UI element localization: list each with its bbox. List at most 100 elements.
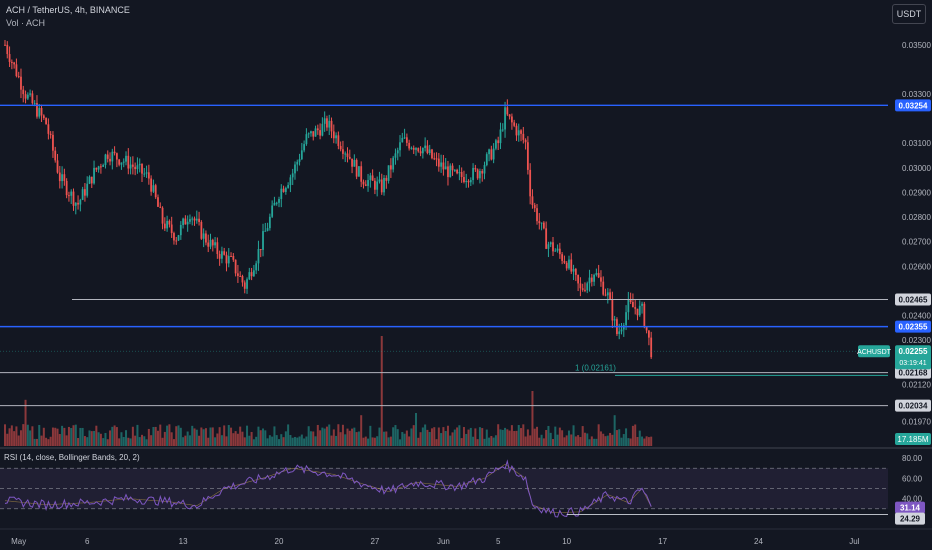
candle-body	[237, 273, 239, 276]
volume-bar	[255, 436, 258, 446]
candle-body	[250, 272, 253, 277]
rsi-value-tag	[895, 501, 925, 514]
volume-bar	[49, 436, 52, 446]
volume-bar	[396, 429, 399, 446]
candle-body	[383, 177, 385, 193]
candle-body	[179, 224, 182, 236]
candle-body	[166, 220, 169, 229]
candle-body	[56, 160, 59, 173]
candle-body	[426, 145, 429, 154]
volume-bar	[6, 433, 9, 446]
candle-body	[611, 299, 614, 321]
volume-bar	[490, 436, 493, 446]
candle-body	[193, 218, 196, 221]
candle-body	[442, 162, 445, 170]
candle-body	[556, 248, 559, 251]
volume-indicator-label[interactable]: Vol · ACH	[6, 18, 46, 28]
volume-bar	[8, 428, 11, 446]
candle-body	[419, 151, 422, 154]
volume-bar	[579, 437, 582, 446]
rsi-title: RSI (14, close, Bollinger Bands, 20, 2)	[4, 453, 140, 462]
candle-body	[234, 259, 237, 274]
candle-body	[147, 172, 150, 179]
candle-body	[609, 292, 611, 300]
candle-body	[421, 148, 424, 154]
candle-body	[136, 165, 139, 170]
volume-bar	[424, 424, 427, 446]
volume-bar	[540, 434, 543, 446]
volume-bar	[508, 430, 511, 446]
price-tick-label: 0.02400	[902, 312, 931, 321]
candle-body	[300, 150, 303, 160]
time-tick-label: 27	[370, 537, 379, 546]
volume-bar	[298, 436, 301, 446]
volume-bar	[499, 429, 502, 446]
volume-bar	[513, 431, 516, 446]
candle-body	[483, 165, 486, 174]
candle-body	[323, 118, 326, 124]
volume-bar	[547, 425, 550, 446]
volume-bar	[542, 438, 545, 446]
candle-body	[13, 62, 16, 65]
candle-body	[536, 208, 538, 222]
candle-body	[8, 54, 11, 62]
volume-bar	[344, 434, 347, 446]
volume-bar	[188, 435, 191, 446]
volume-bar	[371, 437, 374, 446]
candle-body	[593, 274, 595, 282]
rsi-tick-label: 60.00	[902, 474, 923, 483]
candle-body	[131, 164, 134, 167]
candle-body	[437, 158, 440, 167]
volume-bar	[346, 428, 349, 446]
volume-bar	[332, 429, 335, 446]
volume-bar	[481, 428, 484, 446]
candle-body	[61, 174, 63, 182]
candle-body	[298, 159, 301, 162]
candle-body	[15, 64, 18, 77]
volume-bar	[410, 428, 413, 446]
volume-bar	[70, 428, 73, 446]
volume-bar	[629, 438, 632, 446]
rsi-line[interactable]	[4, 459, 652, 518]
candle-body	[590, 277, 593, 282]
volume-bar	[280, 434, 283, 446]
volume-bar	[474, 428, 477, 446]
candle-body	[380, 179, 383, 193]
candle-body	[335, 135, 337, 139]
candle-body	[115, 153, 118, 160]
volume-bar	[300, 434, 303, 446]
candle-body	[513, 122, 516, 126]
volume-bar	[335, 435, 338, 446]
currency-button[interactable]: USDT	[892, 4, 926, 24]
volume-bar	[47, 439, 50, 446]
volume-bar	[522, 424, 525, 446]
volume-bar	[613, 415, 616, 446]
volume-bar	[536, 426, 539, 446]
volume-bar	[74, 424, 77, 446]
candle-body	[319, 130, 321, 136]
candle-body	[68, 195, 70, 197]
candle-body	[387, 165, 390, 181]
candle-body	[278, 199, 280, 203]
candle-body	[538, 221, 541, 224]
volume-bar	[627, 438, 630, 446]
candle-body	[492, 148, 495, 160]
candle-body	[586, 283, 589, 291]
bar-countdown: 03:19:41	[899, 360, 926, 367]
volume-bar	[287, 424, 290, 446]
volume-bar	[97, 432, 100, 446]
volume-bar	[533, 428, 536, 446]
rsi-tick-label: 80.00	[902, 454, 923, 463]
candle-body	[392, 157, 395, 170]
volume-bar	[163, 431, 166, 446]
volume-bar	[426, 429, 429, 446]
chart-title: ACH / TetherUS, 4h, BINANCE	[6, 5, 130, 15]
volume-bar	[437, 427, 440, 446]
candle-body	[650, 337, 653, 358]
volume-bar	[515, 430, 518, 446]
candle-series	[4, 39, 653, 359]
price-tick-label: 0.02800	[902, 213, 931, 222]
candle-body	[595, 273, 598, 275]
volume-bar	[415, 413, 417, 446]
